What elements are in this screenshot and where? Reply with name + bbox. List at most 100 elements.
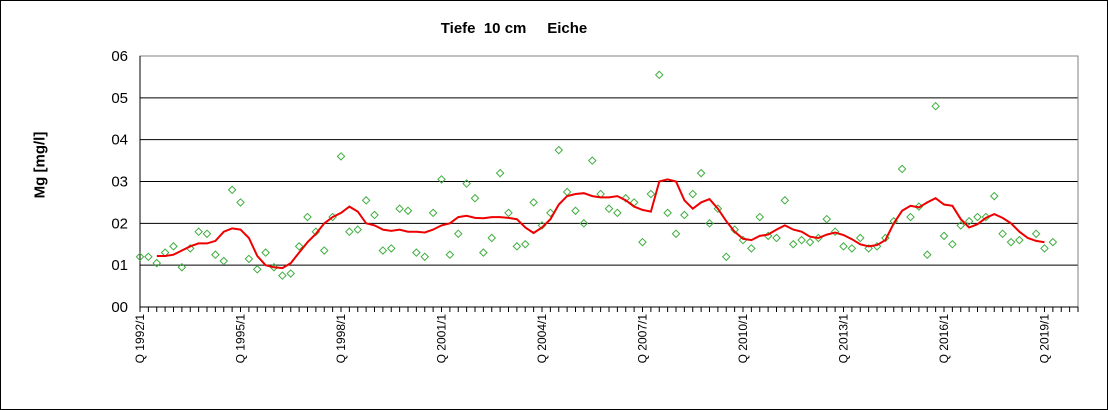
x-tick-label: Q 1998/1 xyxy=(334,314,348,364)
data-point xyxy=(613,208,622,218)
data-point xyxy=(487,233,497,243)
data-point xyxy=(830,227,840,237)
data-point xyxy=(261,248,270,257)
data-point xyxy=(177,262,187,272)
data-point xyxy=(604,204,614,213)
y-tick-label: 03 xyxy=(111,174,128,191)
data-point xyxy=(906,212,915,222)
data-point xyxy=(755,212,765,222)
y-tick-label: 06 xyxy=(111,48,128,65)
data-point xyxy=(546,208,555,218)
data-point xyxy=(370,210,379,220)
data-point xyxy=(638,237,647,247)
data-point xyxy=(939,231,949,241)
x-tick-label: Q 2007/1 xyxy=(636,314,650,364)
data-point xyxy=(319,246,329,255)
x-tick-label: Q 2004/1 xyxy=(535,314,549,364)
data-point xyxy=(529,198,538,207)
data-point xyxy=(1040,244,1049,253)
x-tick-label: Q 1995/1 xyxy=(234,314,248,364)
data-point xyxy=(805,237,815,247)
x-tick-label: Q 2019/1 xyxy=(1038,314,1052,364)
data-point xyxy=(470,193,480,203)
data-point xyxy=(453,229,463,239)
data-point xyxy=(579,219,589,228)
y-tick-label: 04 xyxy=(111,132,128,149)
data-point xyxy=(219,256,229,266)
data-point xyxy=(437,175,446,184)
data-point xyxy=(680,210,689,220)
data-point xyxy=(420,252,430,262)
data-point xyxy=(462,179,471,188)
data-point xyxy=(646,189,656,199)
data-point xyxy=(512,242,522,251)
data-point xyxy=(713,204,723,213)
y-tick-label: 02 xyxy=(111,215,128,232)
data-point xyxy=(294,242,304,251)
data-point xyxy=(688,189,698,199)
data-point xyxy=(663,208,672,218)
data-point xyxy=(445,250,455,260)
data-point xyxy=(747,244,756,253)
x-tick-label: Q 2013/1 xyxy=(837,314,851,364)
data-point xyxy=(654,70,664,80)
data-point xyxy=(495,168,505,178)
data-point xyxy=(1031,229,1041,239)
x-tick-label: Q 2001/1 xyxy=(435,314,449,364)
data-point xyxy=(152,258,162,268)
data-point xyxy=(227,185,237,195)
data-point xyxy=(345,227,354,237)
data-point xyxy=(1048,237,1058,247)
data-point xyxy=(135,252,145,262)
data-point xyxy=(788,239,798,249)
data-point xyxy=(202,229,212,239)
data-point xyxy=(236,198,245,207)
data-point xyxy=(705,219,714,228)
x-tick-label: Q 1992/1 xyxy=(133,314,147,364)
data-point xyxy=(353,225,363,234)
x-tick-label: Q 2016/1 xyxy=(937,314,951,364)
data-point xyxy=(571,206,580,216)
data-point xyxy=(772,233,781,243)
data-point xyxy=(696,168,706,178)
data-point xyxy=(931,101,940,111)
data-point xyxy=(671,229,681,239)
data-point xyxy=(964,216,974,226)
data-point xyxy=(428,208,438,218)
data-point xyxy=(621,193,631,203)
data-point xyxy=(587,156,597,165)
data-point xyxy=(303,212,312,222)
data-point xyxy=(278,271,287,280)
data-point xyxy=(989,191,999,201)
data-point xyxy=(956,221,966,230)
data-point xyxy=(412,248,421,257)
data-point xyxy=(780,196,790,205)
data-point xyxy=(998,229,1007,239)
data-point xyxy=(378,246,388,255)
data-point xyxy=(144,252,153,262)
data-point xyxy=(948,239,957,249)
data-point xyxy=(1015,235,1024,245)
data-point xyxy=(336,152,346,161)
data-point xyxy=(504,208,513,218)
data-point xyxy=(479,248,488,257)
data-point xyxy=(855,233,865,243)
chart-title: Tiefe 10 cm Eiche xyxy=(440,20,588,37)
data-point xyxy=(721,252,731,262)
data-point xyxy=(797,235,806,245)
data-point xyxy=(194,227,203,237)
data-point xyxy=(169,242,178,251)
data-point xyxy=(211,250,220,260)
y-tick-label: 00 xyxy=(111,299,128,316)
data-point xyxy=(822,214,832,224)
data-point xyxy=(1006,237,1016,247)
data-point xyxy=(554,145,564,155)
x-tick-label: Q 2010/1 xyxy=(736,314,750,364)
data-point xyxy=(286,269,296,278)
data-point xyxy=(244,254,254,264)
data-point xyxy=(252,265,262,274)
data-point xyxy=(973,212,982,222)
data-point xyxy=(403,206,413,216)
data-point xyxy=(839,242,848,251)
